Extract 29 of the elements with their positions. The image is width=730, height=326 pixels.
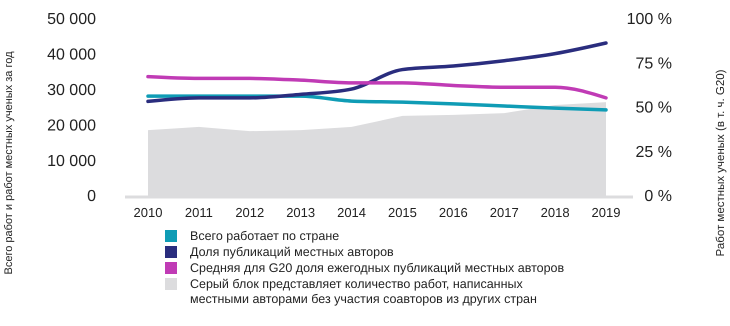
- x-tick-label: 2010: [134, 205, 162, 220]
- y2-tick-label: 0 %: [644, 188, 672, 206]
- y-tick-label: 0: [87, 188, 96, 206]
- x-tick-label: 2012: [235, 205, 264, 220]
- x-tick-label: 2015: [388, 205, 417, 220]
- y-tick-label: 10 000: [47, 152, 96, 170]
- y2-tick-label: 25 %: [636, 144, 672, 161]
- y-tick-label: 20 000: [47, 117, 96, 134]
- y2-axis-title: Работ местных ученых (в т. ч. G20): [715, 69, 727, 256]
- x-tick-label: 2014: [337, 205, 366, 220]
- x-tick-label: 2017: [490, 205, 519, 220]
- x-tick-label: 2019: [592, 205, 620, 220]
- y2-tick-label: 50 %: [636, 100, 672, 117]
- legend-label: Доля публикаций местных авторов: [190, 245, 394, 259]
- y-axis-title: Всего работ и работ местных ученых за год: [3, 50, 15, 275]
- y2-tick-label: 100 %: [626, 11, 672, 28]
- legend-label: Средняя для G20 доля ежегодных публикаций местных авторов: [190, 261, 565, 275]
- legend-label: Всего работает по стране: [190, 229, 340, 243]
- legend-label: Серый блок представляет количество работ, написанных местными авторами без участия соавторов из других стран: [190, 277, 537, 306]
- x-tick-label: 2016: [438, 205, 468, 220]
- x-tick-label: 2018: [540, 205, 570, 220]
- y2-tick-label: 75 %: [636, 55, 672, 72]
- x-tick-label: 2011: [184, 205, 213, 220]
- line-series: [146, 74, 608, 100]
- x-tick-label: 2013: [286, 205, 316, 220]
- y-tick-label: 50 000: [47, 11, 96, 28]
- line-series: [146, 41, 608, 104]
- y-tick-label: 40 000: [47, 46, 96, 64]
- y-tick-label: 30 000: [47, 82, 96, 100]
